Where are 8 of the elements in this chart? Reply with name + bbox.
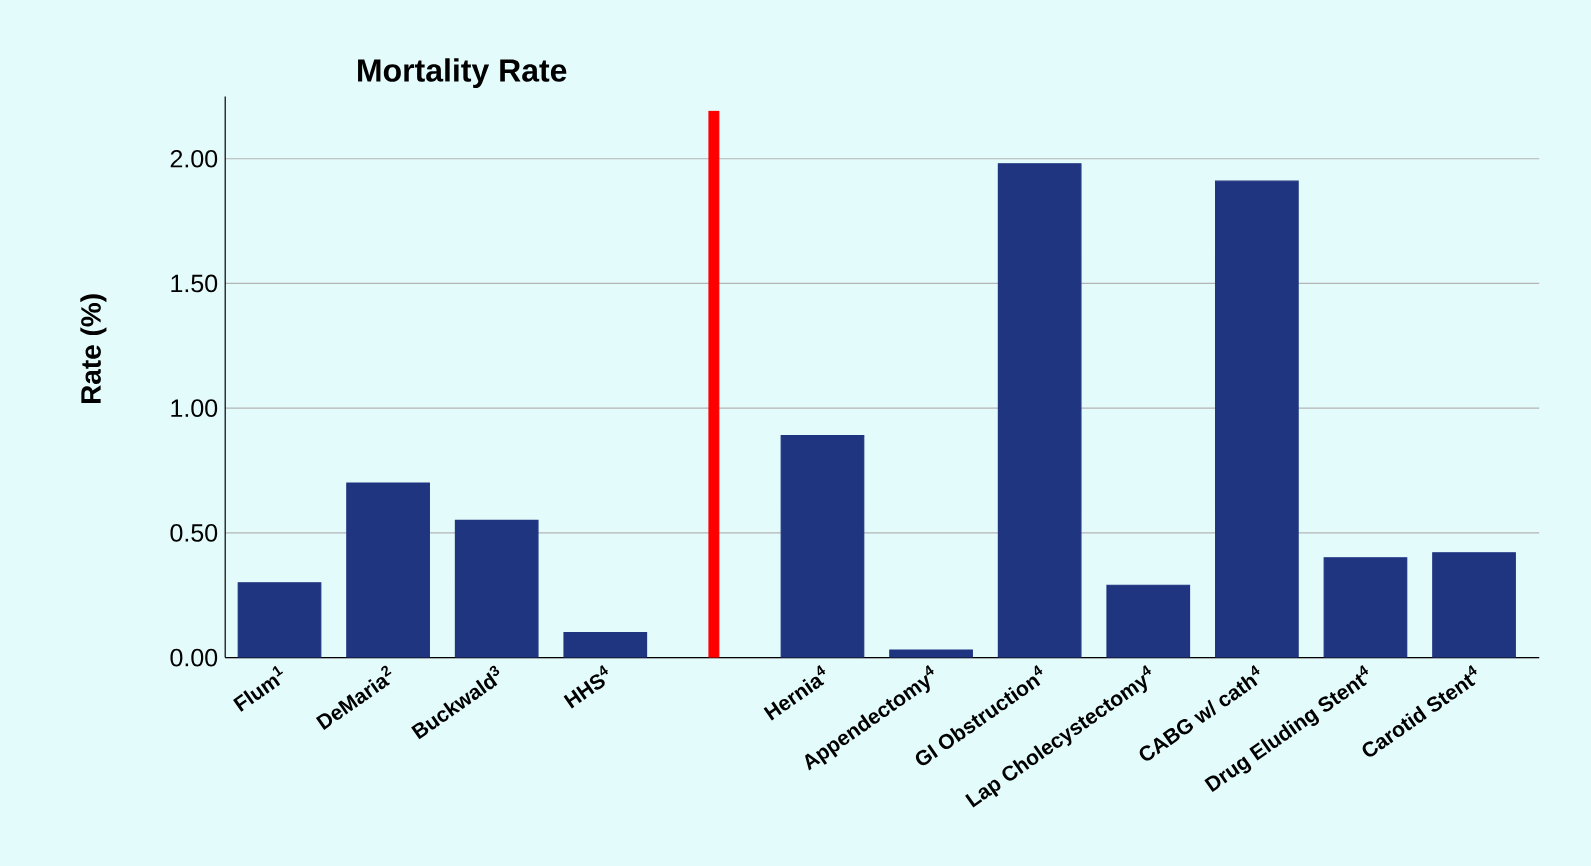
y-tick-label: 1.50 xyxy=(171,274,218,293)
y-tick-label: 2.00 xyxy=(170,149,218,168)
y-tick-label: 1.00 xyxy=(171,399,218,418)
y-axis-title: Rate (%) xyxy=(80,294,107,404)
x-tick-label: HHS$^{4}$ xyxy=(563,665,609,709)
y-tick-label: 0.50 xyxy=(170,524,218,542)
chart-title: Mortality Rate xyxy=(358,58,567,89)
y-tick-label: 0.00 xyxy=(170,648,218,667)
